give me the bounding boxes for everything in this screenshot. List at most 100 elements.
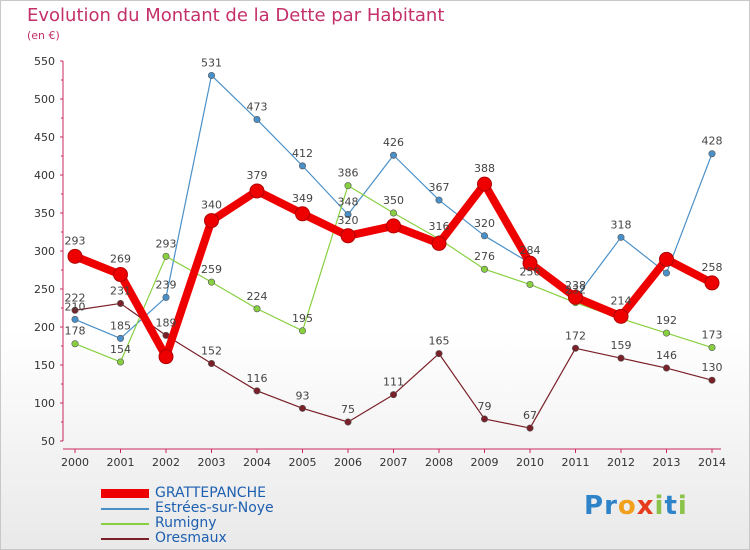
y-tick-label: 350 xyxy=(34,207,55,220)
data-point xyxy=(204,213,219,229)
data-point xyxy=(208,71,216,79)
data-point xyxy=(158,349,174,365)
logo-letter: i xyxy=(677,491,688,521)
chart-title: Evolution du Montant de la Dette par Hab… xyxy=(27,5,445,26)
data-label: 348 xyxy=(338,196,359,209)
data-point xyxy=(662,364,670,372)
data-label: 159 xyxy=(611,339,632,352)
data-point xyxy=(117,358,125,366)
y-tick-label: 500 xyxy=(34,93,55,106)
logo-letter: r xyxy=(604,491,618,521)
data-point xyxy=(117,334,125,342)
data-point xyxy=(617,233,625,241)
data-label: 192 xyxy=(656,314,677,327)
data-point xyxy=(208,278,216,286)
data-label: 232 xyxy=(565,284,586,297)
data-label: 340 xyxy=(201,199,222,212)
logo-letter: i xyxy=(654,491,665,521)
data-point xyxy=(435,350,443,358)
data-label: 185 xyxy=(110,319,131,332)
legend-swatch xyxy=(101,489,149,498)
data-point xyxy=(249,183,265,199)
data-point xyxy=(253,305,261,313)
data-label: 152 xyxy=(201,344,222,357)
logo-letter: t xyxy=(664,491,678,521)
data-label: 116 xyxy=(247,372,268,385)
y-tick-label: 550 xyxy=(34,55,55,68)
data-label: 67 xyxy=(523,409,537,422)
data-point xyxy=(708,150,716,158)
legend-label: Oresmaux xyxy=(155,530,227,546)
x-tick-label: 2013 xyxy=(653,456,681,469)
data-point xyxy=(477,176,492,192)
data-point xyxy=(386,218,401,234)
y-tick-label: 250 xyxy=(34,283,55,296)
data-point xyxy=(708,376,716,384)
data-label: 222 xyxy=(65,291,86,304)
data-label: 231 xyxy=(110,284,131,297)
data-label: 531 xyxy=(201,56,222,69)
data-point xyxy=(298,162,306,170)
legend-label: Estrées-sur-Noye xyxy=(155,500,274,516)
data-label: 349 xyxy=(292,192,313,205)
x-tick-label: 2004 xyxy=(243,456,271,469)
y-tick-label: 50 xyxy=(41,435,55,448)
data-point xyxy=(659,251,674,267)
data-point xyxy=(71,340,79,348)
data-point xyxy=(662,269,670,277)
legend-item: Estrées-sur-Noye xyxy=(101,501,274,516)
x-tick-label: 2014 xyxy=(698,456,726,469)
data-point xyxy=(117,299,125,307)
data-point xyxy=(708,344,716,352)
data-label: 386 xyxy=(338,167,359,180)
legend-item: GRATTEPANCHE xyxy=(101,486,274,501)
legend-swatch xyxy=(101,537,149,540)
data-point xyxy=(389,209,397,217)
x-tick-label: 2009 xyxy=(471,456,499,469)
data-label: 173 xyxy=(702,329,723,342)
data-label: 238 xyxy=(565,279,586,292)
data-label: 320 xyxy=(338,214,359,227)
data-label: 172 xyxy=(565,329,586,342)
x-tick-label: 2001 xyxy=(107,456,135,469)
data-point xyxy=(617,354,625,362)
x-tick-label: 2012 xyxy=(607,456,635,469)
chart-unit-label: (en €) xyxy=(27,29,60,42)
legend-label: GRATTEPANCHE xyxy=(155,485,266,501)
data-point xyxy=(526,424,534,432)
data-point xyxy=(71,306,79,314)
x-tick-label: 2006 xyxy=(334,456,362,469)
data-label: 259 xyxy=(201,263,222,276)
data-label: 214 xyxy=(611,294,632,307)
data-label: 426 xyxy=(383,136,404,149)
data-point xyxy=(298,404,306,412)
data-label: 75 xyxy=(341,403,355,416)
proxiti-logo: Proxiti xyxy=(584,491,688,521)
x-tick-label: 2005 xyxy=(289,456,317,469)
data-label: 130 xyxy=(702,361,723,374)
data-point xyxy=(71,315,79,323)
data-label: 388 xyxy=(474,162,495,175)
x-tick-label: 2000 xyxy=(61,456,89,469)
legend-item: Rumigny xyxy=(101,516,274,531)
data-point xyxy=(253,387,261,395)
logo-letter: x xyxy=(636,491,655,521)
chart-legend: GRATTEPANCHE Estrées-sur-Noye Rumigny Oresm… xyxy=(101,486,274,546)
data-label: 367 xyxy=(429,181,450,194)
data-label: 79 xyxy=(478,400,492,413)
y-tick-label: 150 xyxy=(34,359,55,372)
data-label: 224 xyxy=(247,290,268,303)
data-point xyxy=(389,151,397,159)
x-tick-label: 2007 xyxy=(380,456,408,469)
data-point xyxy=(344,418,352,426)
y-tick-label: 300 xyxy=(34,245,55,258)
legend-swatch xyxy=(101,507,149,510)
x-tick-label: 2002 xyxy=(152,456,180,469)
data-label: 256 xyxy=(520,265,541,278)
data-label: 473 xyxy=(247,101,268,114)
data-point xyxy=(704,275,720,291)
data-label: 210 xyxy=(65,300,86,313)
legend-item: Oresmaux xyxy=(101,531,274,546)
data-label: 412 xyxy=(292,147,313,160)
